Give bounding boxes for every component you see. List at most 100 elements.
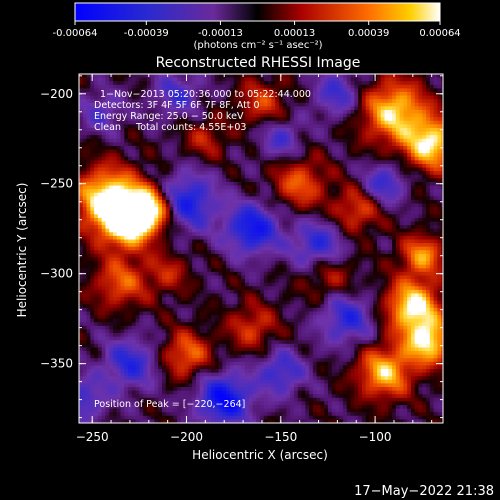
heatmap-cell [278, 153, 284, 158]
heatmap-cell [297, 124, 303, 129]
heatmap-cell [146, 124, 152, 129]
heatmap-cell [233, 199, 239, 205]
heatmap-cell [199, 171, 205, 176]
heatmap-cell [207, 250, 212, 255]
heatmap-cell [199, 88, 205, 93]
heatmap-cell [112, 117, 118, 122]
heatmap-cell [165, 232, 171, 237]
heatmap-cell [173, 81, 178, 86]
heatmap-cell [143, 207, 148, 212]
heatmap-cell [120, 235, 125, 241]
heatmap-cell [252, 243, 257, 248]
heatmap-cell [154, 156, 159, 161]
heatmap-cell [139, 217, 144, 223]
heatmap-cell [120, 109, 125, 115]
heatmap-cell [282, 221, 288, 226]
heatmap-cell [433, 196, 438, 201]
heatmap-cell [86, 178, 91, 183]
heatmap-cell [226, 127, 231, 133]
heatmap-cell [233, 149, 239, 154]
heatmap-cell [418, 181, 423, 187]
heatmap-cell [158, 189, 163, 194]
heatmap-cell [324, 167, 329, 172]
heatmap-cell [101, 149, 106, 154]
heatmap-cell [354, 207, 359, 212]
heatmap-cell [346, 135, 352, 140]
heatmap-cell [90, 81, 95, 86]
heatmap-cell [373, 250, 378, 255]
heatmap-cell [350, 163, 355, 169]
heatmap-cell [267, 74, 272, 79]
heatmap-cell [139, 167, 144, 172]
heatmap-cell [82, 113, 88, 118]
heatmap-cell [388, 81, 393, 86]
heatmap-cell [278, 163, 284, 169]
heatmap-cell [354, 243, 359, 248]
heatmap-cell [376, 235, 382, 241]
heatmap-cell [195, 106, 201, 111]
heatmap-cell [199, 84, 205, 89]
heatmap-cell [290, 142, 295, 147]
heatmap-cell [282, 189, 288, 194]
heatmap-cell [392, 88, 397, 93]
heatmap-cell [161, 95, 167, 100]
heatmap-cell [346, 163, 352, 169]
heatmap-cell [343, 243, 348, 248]
heatmap-cell [229, 217, 235, 223]
heatmap-cell [180, 160, 186, 165]
heatmap-cell [358, 95, 363, 100]
heatmap-cell [241, 142, 246, 147]
heatmap-cell [124, 131, 129, 136]
heatmap-cell [429, 225, 435, 230]
heatmap-cell [105, 145, 110, 151]
heatmap-cell [437, 138, 442, 143]
heatmap-cell [320, 185, 325, 190]
heatmap-cell [271, 174, 276, 179]
heatmap-cell [343, 217, 348, 223]
heatmap-cell [339, 120, 344, 125]
heatmap-cell [309, 91, 314, 97]
heatmap-cell [361, 160, 367, 165]
heatmap-cell [105, 203, 110, 208]
heatmap-cell [203, 127, 208, 133]
heatmap-cell [237, 232, 242, 237]
heatmap-cell [82, 257, 88, 262]
heatmap-cell [90, 163, 95, 169]
heatmap-cell [211, 117, 216, 122]
heatmap-cell [414, 185, 420, 190]
heatmap-cell [256, 84, 261, 89]
heatmap-cell [180, 135, 186, 140]
heatmap-cell [441, 178, 443, 183]
heatmap-cell [426, 109, 431, 115]
heatmap-cell [290, 225, 295, 230]
heatmap-cell [139, 163, 144, 169]
heatmap-cell [124, 156, 129, 161]
heatmap-cell [282, 232, 288, 237]
heatmap-cell [256, 167, 261, 172]
heatmap-cell [199, 95, 205, 100]
heatmap-cell [101, 214, 106, 219]
heatmap-cell [184, 253, 189, 259]
heatmap-cell [271, 228, 276, 233]
heatmap-cell [139, 228, 144, 233]
heatmap-cell [365, 109, 371, 115]
heatmap-cell [380, 174, 386, 179]
heatmap-cell [290, 232, 295, 237]
heatmap-cell [188, 196, 193, 201]
heatmap-cell [214, 127, 220, 133]
heatmap-cell [343, 221, 348, 226]
heatmap-cell [143, 163, 148, 169]
heatmap-cell [158, 124, 163, 129]
heatmap-cell [105, 221, 110, 226]
heatmap-cell [339, 174, 344, 179]
heatmap-cell [441, 77, 443, 82]
heatmap-cell [297, 84, 303, 89]
heatmap-cell [320, 225, 325, 230]
heatmap-cell [286, 163, 291, 169]
heatmap-cell [316, 174, 322, 179]
heatmap-cell [346, 232, 352, 237]
heatmap-cell [282, 127, 288, 133]
heatmap-cell [433, 214, 438, 219]
heatmap-cell [260, 239, 265, 244]
heatmap-cell [112, 109, 118, 115]
